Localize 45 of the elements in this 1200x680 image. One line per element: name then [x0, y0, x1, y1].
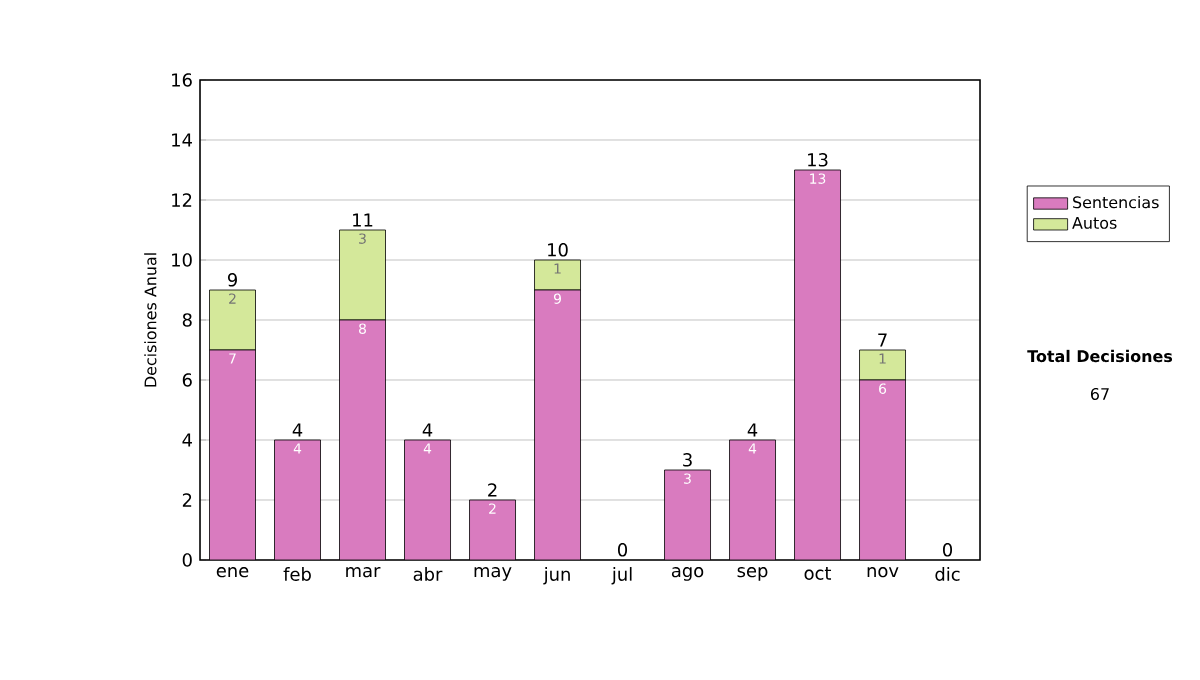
- total-label: 4: [747, 423, 758, 437]
- total-label: 0: [943, 543, 953, 557]
- x-tick-label: feb: [283, 567, 311, 581]
- y-tick-label: 0: [182, 553, 192, 567]
- bar: [664, 469, 711, 560]
- bar: [729, 439, 776, 560]
- bar: [469, 500, 516, 560]
- bar: [339, 229, 386, 321]
- y-tick-label: 4: [182, 433, 192, 447]
- x-tick-label: abr: [413, 567, 443, 581]
- total-label: 4: [422, 423, 433, 437]
- bar: [534, 259, 581, 291]
- y-tick-label: 8: [182, 313, 192, 327]
- y-tick-label: 12: [172, 193, 192, 207]
- bar: [404, 440, 451, 560]
- total-label: 2: [488, 483, 497, 497]
- x-tick-label: may: [474, 567, 512, 581]
- total-label: 7: [878, 333, 887, 347]
- total-label: 11: [353, 213, 373, 227]
- x-tick-label: mar: [346, 567, 381, 578]
- x-tick-label: jun: [543, 567, 570, 585]
- total-label: 3: [683, 453, 692, 467]
- bar: [794, 169, 841, 560]
- bar: [859, 379, 906, 560]
- total-label: 4: [292, 423, 303, 437]
- total-label: 9: [227, 273, 237, 287]
- x-tick-label: jul: [611, 567, 632, 585]
- x-tick-label: sep: [737, 567, 768, 581]
- y-tick-label: 2: [182, 493, 192, 507]
- x-tick-label: ago: [671, 567, 704, 581]
- y-tick-label: 16: [172, 73, 192, 87]
- bar: [534, 290, 581, 560]
- y-tick-label: 6: [182, 373, 192, 387]
- bar: [209, 350, 256, 560]
- bar: [339, 320, 386, 560]
- total-label: 0: [618, 543, 628, 557]
- total-label: 13: [808, 153, 828, 167]
- bar: [274, 440, 321, 560]
- x-tick-label: ene: [216, 567, 249, 578]
- x-tick-label: dic: [935, 567, 960, 581]
- x-tick-label: oct: [804, 567, 832, 580]
- y-tick-label: 14: [172, 133, 192, 147]
- total-label: 10: [548, 243, 568, 257]
- x-tick-label: nov: [867, 567, 899, 578]
- y-tick-label: 10: [172, 253, 192, 267]
